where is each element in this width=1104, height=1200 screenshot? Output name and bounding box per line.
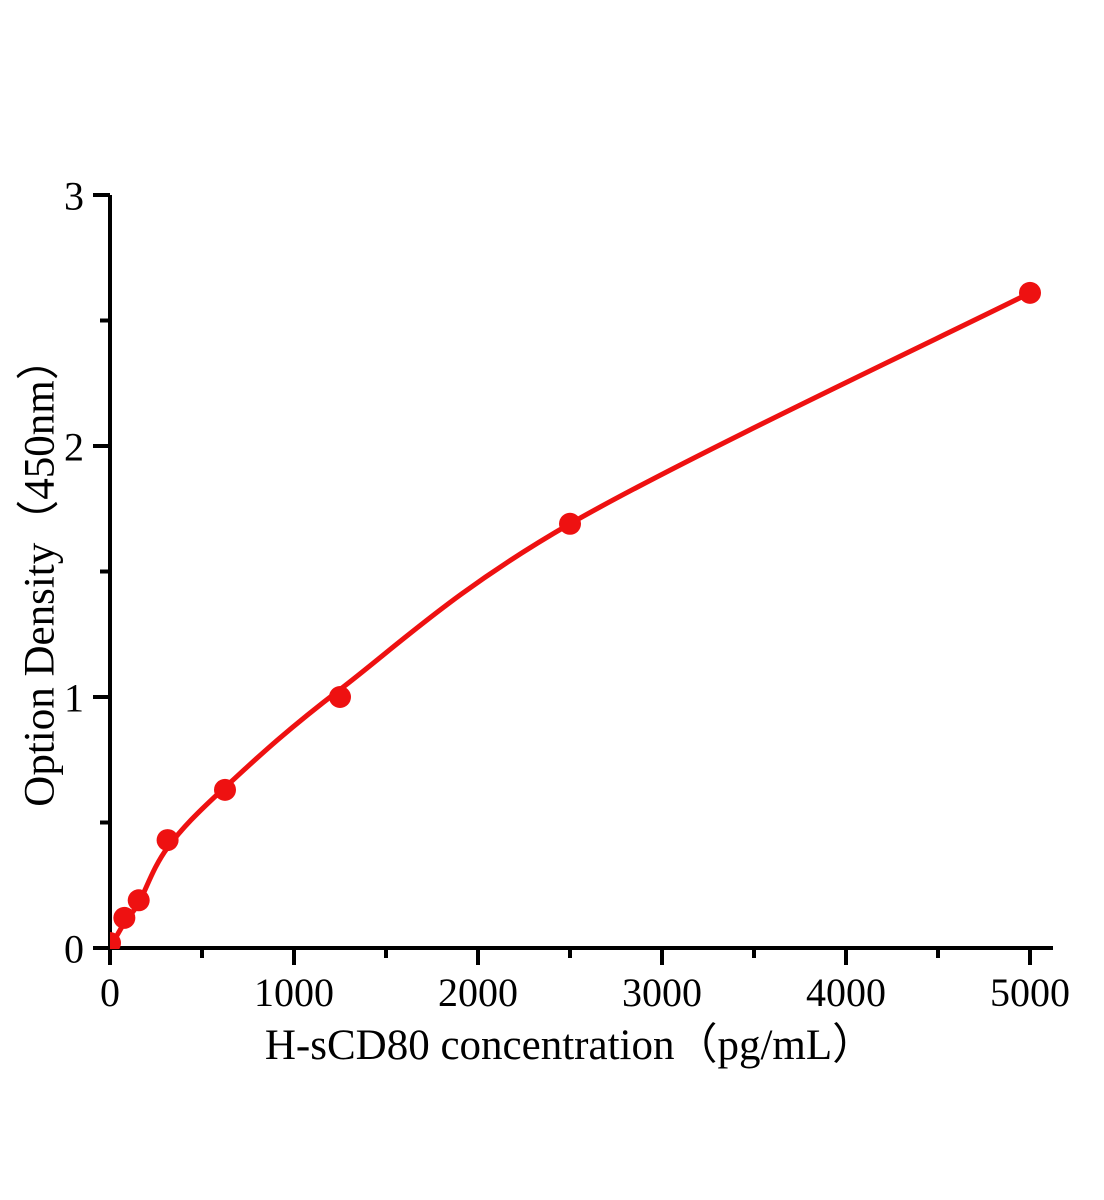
y-axis-title: Option Density（450nm） xyxy=(16,337,64,807)
x-tick-label: 2000 xyxy=(438,970,518,1015)
series-h-scd80-standard-curve xyxy=(110,281,1041,949)
x-tick-label: 5000 xyxy=(990,970,1070,1015)
y-tick-label: 3 xyxy=(64,173,84,218)
y-tick-label: 0 xyxy=(64,926,84,971)
x-tick-label: 4000 xyxy=(806,970,886,1015)
data-point xyxy=(559,512,581,535)
data-point xyxy=(1019,281,1041,304)
x-tick-label: 3000 xyxy=(622,970,702,1015)
axes xyxy=(93,193,1053,965)
y-tick-label: 1 xyxy=(64,675,84,720)
data-point xyxy=(127,889,150,912)
x-axis-title: H-sCD80 concentration（pg/mL） xyxy=(264,1022,876,1069)
data-point xyxy=(113,906,136,929)
x-tick-label: 1000 xyxy=(254,970,334,1015)
data-point xyxy=(110,931,121,949)
x-tick-label: 0 xyxy=(100,970,120,1015)
fit-curve xyxy=(110,290,1033,949)
data-point xyxy=(156,829,179,852)
y-tick-label: 2 xyxy=(64,424,84,469)
tick-labels: 0 1000 2000 3000 4000 5000 0 1 2 3 xyxy=(64,173,1070,1015)
data-point xyxy=(214,778,236,801)
data-point xyxy=(329,686,351,708)
